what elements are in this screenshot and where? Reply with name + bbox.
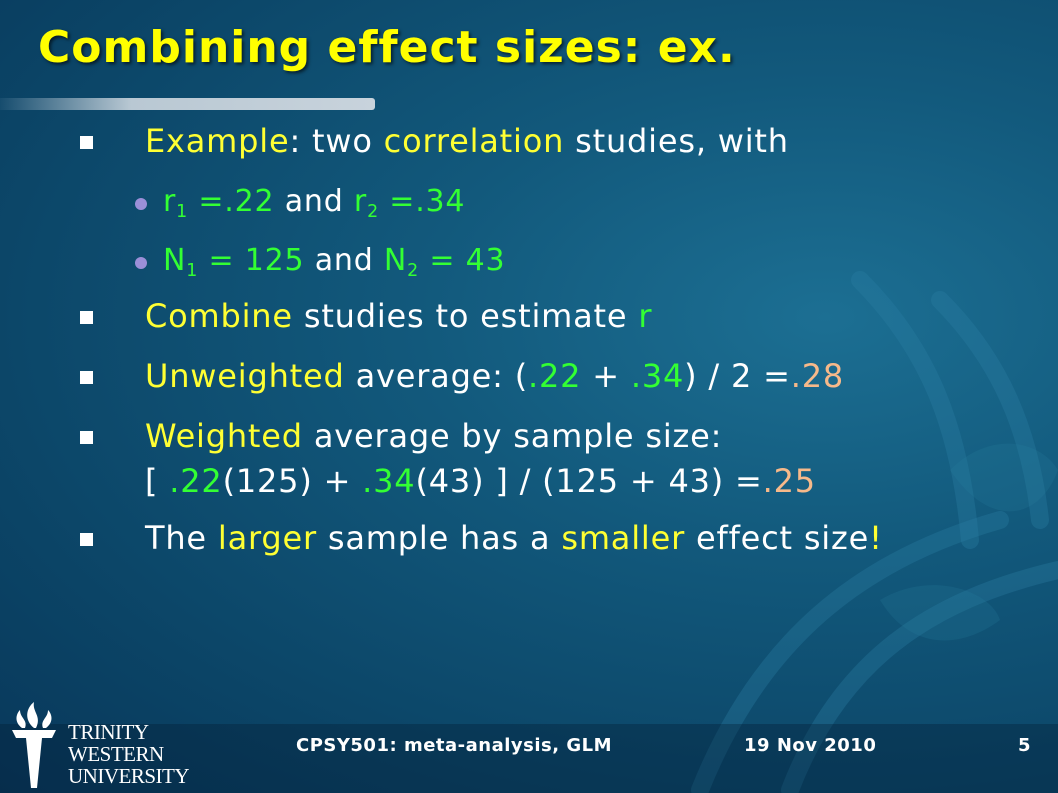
bullet-text: studies to estimate (292, 297, 639, 335)
bullet-keyword: correlation (383, 122, 565, 160)
bullet-combine: Combine studies to estimate r (80, 297, 653, 335)
value: .34 (362, 462, 416, 500)
bullet-larger-sample: The larger sample has a smaller effect s… (80, 519, 883, 557)
bullet-keyword: Weighted (145, 417, 303, 455)
subscript: 2 (367, 202, 379, 223)
square-bullet-icon (80, 371, 93, 384)
slide-title: Combining effect sizes: ex. (38, 22, 736, 73)
bullet-text: ) / 2 = (684, 357, 791, 395)
bullet-text: effect size (685, 519, 870, 557)
bullet-keyword: Combine (145, 297, 293, 335)
value-r1: =.22 (188, 184, 275, 219)
bullet-text: The (145, 519, 218, 557)
page-number: 5 (1018, 735, 1032, 756)
bullet-text: sample has a (316, 519, 562, 557)
bullet-example: Example: two correlation studies, with (80, 122, 789, 160)
bullet-text: and (274, 184, 354, 219)
university-logo: TRINITY WESTERN UNIVERSITY (6, 700, 196, 793)
variable-r1: r (163, 184, 177, 219)
result-value: .28 (790, 357, 845, 395)
footer-bar (0, 724, 1058, 793)
bullet-text: [ (145, 462, 170, 500)
result-value: .25 (762, 462, 816, 500)
title-underline-bar (0, 98, 375, 110)
square-bullet-icon (80, 136, 93, 149)
sub-bullet-n-values: N1 = 125 and N2 = 43 (135, 243, 506, 282)
value-n1: = 125 (198, 243, 305, 278)
footer-course: CPSY501: meta-analysis, GLM (296, 735, 612, 756)
logo-text-line3: UNIVERSITY (68, 764, 190, 788)
sub-bullet-r-values: r1 =.22 and r2 =.34 (135, 184, 466, 223)
square-bullet-icon (80, 311, 93, 324)
bullet-text: two (301, 122, 384, 160)
bullet-unweighted: Unweighted average: (.22 + .34) / 2 =.28 (80, 357, 845, 395)
bullet-text: + (581, 357, 631, 395)
bullet-text: (43) ] / (125 + 43) = (415, 462, 763, 500)
value-n2: = 43 (419, 243, 506, 278)
value: .22 (169, 462, 223, 500)
bullet-keyword: ! (869, 519, 883, 557)
bullet-keyword: Unweighted (145, 357, 345, 395)
value: .22 (528, 357, 582, 395)
value-r2: =.34 (378, 184, 466, 219)
bullet-text: : (289, 122, 302, 160)
variable-n1: N (163, 243, 187, 278)
square-bullet-icon (80, 533, 93, 546)
bullet-text: average: ( (344, 357, 529, 395)
bullet-text: studies, with (564, 122, 789, 160)
logo-text-line1: TRINITY (68, 720, 149, 744)
variable-r: r (638, 297, 653, 335)
torch-icon (12, 702, 56, 788)
variable-r2: r (353, 184, 368, 219)
bullet-text: average by sample size: (302, 417, 723, 455)
subscript: 1 (186, 261, 199, 282)
square-bullet-icon (80, 431, 93, 444)
bullet-text: (125) + (222, 462, 363, 500)
variable-n2: N (383, 243, 408, 278)
bullet-keyword: larger (217, 519, 317, 557)
bullet-keyword: smaller (561, 519, 686, 557)
bullet-weighted-line1: Weighted average by sample size: (80, 417, 723, 455)
subscript: 1 (176, 202, 189, 223)
round-bullet-icon (135, 257, 147, 269)
logo-text-line2: WESTERN (68, 742, 164, 766)
bullet-text: and (304, 243, 384, 278)
bullet-keyword: Example (145, 122, 290, 160)
footer-date: 19 Nov 2010 (744, 735, 877, 756)
subscript: 2 (407, 261, 420, 282)
round-bullet-icon (135, 198, 147, 210)
bullet-weighted-line2: [ .22(125) + .34(43) ] / (125 + 43) =.25 (145, 462, 816, 500)
value: .34 (630, 357, 685, 395)
